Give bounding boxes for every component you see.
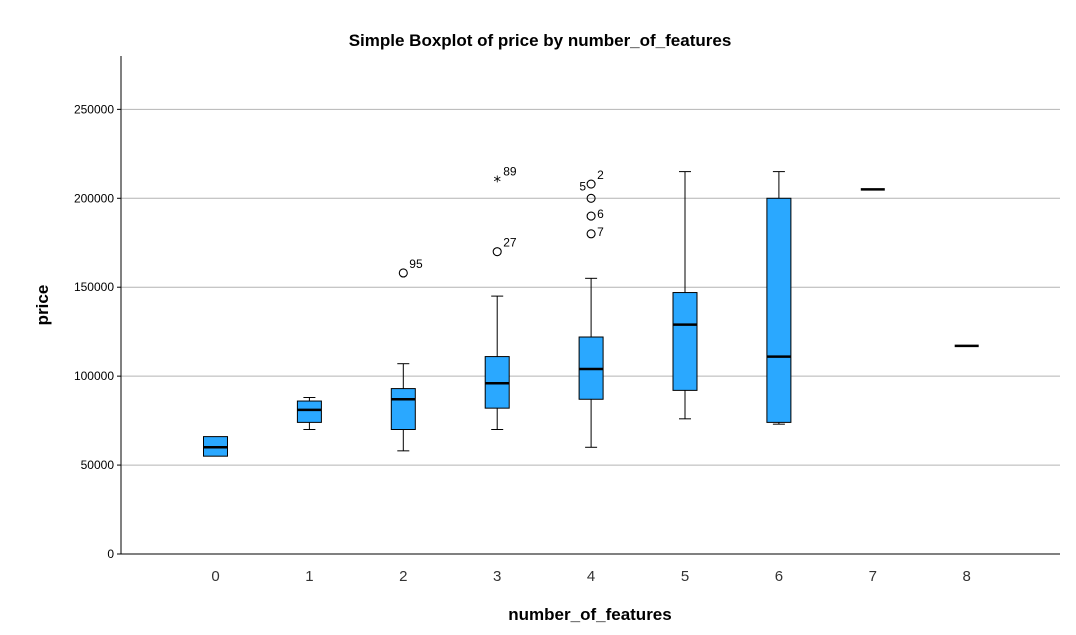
box-3 [484, 295, 510, 430]
outlier-circle [586, 229, 596, 239]
box-0 [203, 436, 228, 457]
gridlines [121, 108, 1060, 466]
outlier-circle [586, 211, 596, 221]
outlier-circle [492, 247, 502, 257]
x-tick-label: 4 [587, 568, 595, 585]
outlier-label: 95 [409, 257, 423, 271]
y-tick-label: 50000 [81, 458, 115, 472]
box-2 [390, 363, 416, 452]
outlier-label: 6 [597, 207, 604, 221]
box-iqr [672, 292, 698, 391]
chart-title: Simple Boxplot of price by number_of_fea… [349, 31, 732, 50]
box-5 [672, 171, 698, 420]
x-tick-label: 5 [681, 568, 689, 585]
y-tick-label: 200000 [74, 191, 114, 205]
outlier-star: * [493, 173, 501, 191]
outlier-circle [398, 268, 408, 278]
x-tick-label: 7 [869, 568, 877, 585]
box-6 [766, 171, 792, 425]
x-tick-label: 8 [963, 568, 971, 585]
outlier-label: 2 [597, 168, 604, 182]
y-tick-label: 100000 [74, 369, 114, 383]
outlier-label: 89 [503, 165, 517, 179]
outlier-circle [586, 179, 596, 189]
box-iqr [296, 400, 322, 423]
outlier-label: 7 [597, 225, 604, 239]
x-tick-label: 0 [211, 568, 219, 585]
y-axis-label: price [33, 285, 52, 326]
box-1 [296, 396, 322, 430]
y-tick-label: 150000 [74, 280, 114, 294]
outlier-label: 5 [579, 179, 586, 193]
x-tick-label: 2 [399, 568, 407, 585]
x-tick-label: 1 [305, 568, 313, 585]
y-tick-label: 250000 [74, 102, 114, 116]
box-iqr [766, 197, 792, 423]
box-4 [578, 277, 604, 448]
x-tick-label: 6 [775, 568, 783, 585]
outlier-circle [586, 193, 596, 203]
y-tick-label: 0 [107, 547, 114, 561]
x-tick-label: 3 [493, 568, 501, 585]
outliers-group: 95 27 *89 256 7 [398, 165, 604, 278]
x-axis-label: number_of_features [508, 605, 671, 624]
outlier-label: 27 [503, 236, 517, 250]
boxes-group [203, 171, 979, 457]
box-iqr [390, 388, 416, 431]
